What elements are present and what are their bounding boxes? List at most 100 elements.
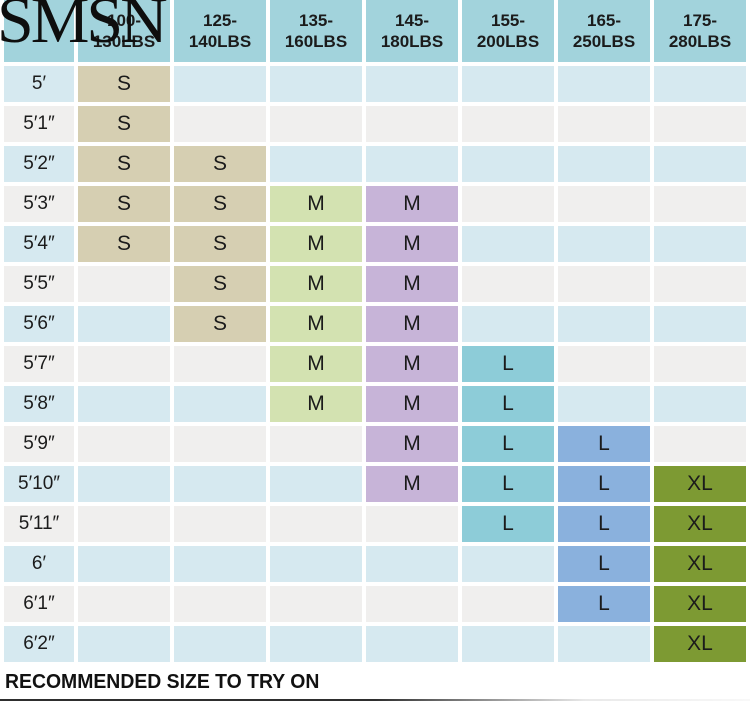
height-row-header: 6′2″ xyxy=(4,626,74,662)
empty-cell xyxy=(174,586,266,622)
empty-cell xyxy=(78,306,170,342)
empty-cell xyxy=(366,586,458,622)
size-cell: M xyxy=(366,466,458,502)
weight-col-header-5: 165- 250LBS xyxy=(558,0,650,62)
table-row: 5′6″ S M M xyxy=(4,306,746,342)
weight-label-line: 125- xyxy=(202,11,238,30)
empty-cell xyxy=(654,66,746,102)
table-row: 5′5″ S M M xyxy=(4,266,746,302)
empty-cell xyxy=(366,626,458,662)
empty-cell xyxy=(270,146,362,182)
table-body: 5′ S 5′1″ S 5′2″ S S 5′3″ S S M M 5′4″ S S M M 5′5″ S M M 5′6… xyxy=(4,66,746,662)
size-cell: S xyxy=(174,266,266,302)
weight-col-header-2: 135- 160LBS xyxy=(270,0,362,62)
size-cell: M xyxy=(270,386,362,422)
weight-col-header-0: 100- 130LBS xyxy=(78,0,170,62)
empty-cell xyxy=(558,386,650,422)
empty-cell xyxy=(462,106,554,142)
weight-col-header-1: 125- 140LBS xyxy=(174,0,266,62)
size-cell: L xyxy=(462,426,554,462)
empty-cell xyxy=(654,306,746,342)
size-cell: M xyxy=(366,186,458,222)
size-cell: M xyxy=(270,346,362,382)
empty-cell xyxy=(558,106,650,142)
empty-cell xyxy=(558,266,650,302)
empty-cell xyxy=(558,146,650,182)
size-cell: S xyxy=(78,106,170,142)
empty-cell xyxy=(174,106,266,142)
empty-cell xyxy=(462,546,554,582)
empty-cell xyxy=(78,586,170,622)
height-row-header: 5′ xyxy=(4,66,74,102)
weight-label-line: 175- xyxy=(682,11,718,30)
empty-cell xyxy=(270,626,362,662)
empty-cell xyxy=(462,306,554,342)
empty-cell xyxy=(366,146,458,182)
weight-label-line: 155- xyxy=(490,11,526,30)
empty-cell xyxy=(654,426,746,462)
empty-cell xyxy=(654,226,746,262)
table-row: 5′4″ S S M M xyxy=(4,226,746,262)
corner-cell xyxy=(4,0,74,62)
height-row-header: 5′8″ xyxy=(4,386,74,422)
header-row: 100- 130LBS 125- 140LBS 135- 160LBS 145- 180LBS… xyxy=(4,0,746,62)
size-cell: S xyxy=(174,186,266,222)
empty-cell xyxy=(270,106,362,142)
size-cell: M xyxy=(366,266,458,302)
height-row-header: 5′11″ xyxy=(4,506,74,542)
empty-cell xyxy=(78,626,170,662)
weight-label-line: 165- xyxy=(586,11,622,30)
empty-cell xyxy=(654,346,746,382)
empty-cell xyxy=(174,66,266,102)
size-cell: S xyxy=(174,146,266,182)
empty-cell xyxy=(78,426,170,462)
size-cell: L xyxy=(558,426,650,462)
empty-cell xyxy=(558,346,650,382)
size-cell: M xyxy=(366,426,458,462)
table-row: 5′2″ S S xyxy=(4,146,746,182)
size-cell: L xyxy=(558,546,650,582)
empty-cell xyxy=(174,426,266,462)
size-cell: S xyxy=(78,186,170,222)
table-row: 5′3″ S S M M xyxy=(4,186,746,222)
size-cell: XL xyxy=(654,506,746,542)
height-row-header: 5′2″ xyxy=(4,146,74,182)
weight-label-line: 130LBS xyxy=(92,32,156,51)
weight-label-line: 140LBS xyxy=(188,32,252,51)
empty-cell xyxy=(270,66,362,102)
table-row: 5′9″ M L L xyxy=(4,426,746,462)
table-row: 6′ L XL xyxy=(4,546,746,582)
height-row-header: 6′ xyxy=(4,546,74,582)
empty-cell xyxy=(462,186,554,222)
empty-cell xyxy=(78,346,170,382)
empty-cell xyxy=(174,506,266,542)
empty-cell xyxy=(462,586,554,622)
table-row: 6′2″ XL xyxy=(4,626,746,662)
size-cell: L xyxy=(462,466,554,502)
empty-cell xyxy=(558,226,650,262)
empty-cell xyxy=(78,546,170,582)
empty-cell xyxy=(558,66,650,102)
empty-cell xyxy=(174,386,266,422)
height-row-header: 5′5″ xyxy=(4,266,74,302)
size-cell: L xyxy=(558,586,650,622)
empty-cell xyxy=(78,466,170,502)
empty-cell xyxy=(654,106,746,142)
empty-cell xyxy=(366,506,458,542)
size-cell: S xyxy=(174,226,266,262)
empty-cell xyxy=(462,66,554,102)
empty-cell xyxy=(270,426,362,462)
size-cell: XL xyxy=(654,586,746,622)
size-cell: S xyxy=(78,66,170,102)
empty-cell xyxy=(78,266,170,302)
size-cell: XL xyxy=(654,626,746,662)
table-row: 5′ S xyxy=(4,66,746,102)
weight-label-line: 135- xyxy=(298,11,334,30)
height-row-header: 5′9″ xyxy=(4,426,74,462)
size-cell: M xyxy=(270,226,362,262)
empty-cell xyxy=(654,266,746,302)
size-cell: M xyxy=(270,306,362,342)
empty-cell xyxy=(174,546,266,582)
weight-col-header-6: 175- 280LBS xyxy=(654,0,746,62)
